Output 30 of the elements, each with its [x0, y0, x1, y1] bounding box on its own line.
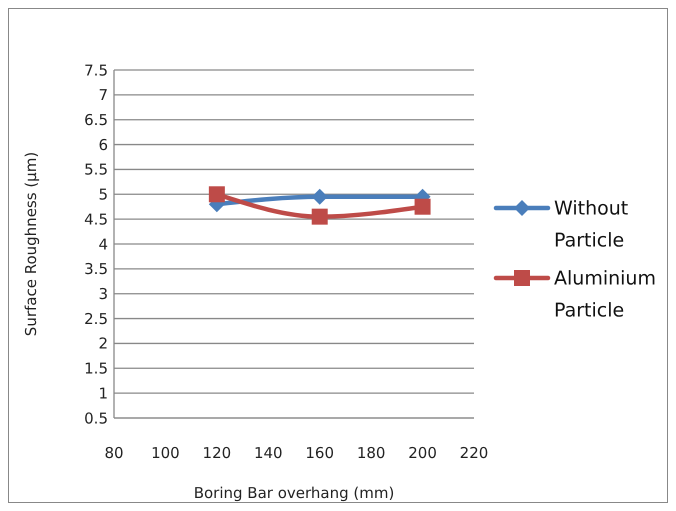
y-tick-label: 5 — [98, 186, 108, 204]
y-tick-label: 5.5 — [84, 160, 108, 179]
point — [312, 208, 328, 225]
y-tick-label: 7.5 — [84, 61, 108, 80]
y-tick-label: 1 — [98, 384, 108, 402]
y-tick-label: 6 — [98, 136, 108, 154]
y-tick-label: 2 — [98, 334, 108, 353]
x-tick-label: 120 — [202, 444, 232, 462]
y-axis-title: Surface Roughness (µm) — [22, 152, 40, 336]
point — [208, 186, 225, 202]
x-tick-label: 80 — [104, 444, 124, 462]
legend-label: Aluminium Particle — [554, 268, 656, 322]
y-tick-label: 3 — [98, 284, 108, 303]
x-tick-label: 160 — [305, 444, 334, 462]
x-tick-label: 140 — [254, 444, 283, 462]
y-tick-label: 1.5 — [84, 360, 108, 378]
y-tick-label: 2.5 — [84, 310, 108, 328]
x-tick-label: 220 — [460, 444, 488, 462]
x-tick-label: 180 — [356, 444, 386, 462]
x-tick-label: 100 — [151, 444, 180, 462]
y-tick-label: 6.5 — [84, 110, 108, 129]
x-tick-label: 200 — [408, 444, 437, 462]
legend-label: Without Particle — [554, 198, 628, 252]
y-tick-label: 0.5 — [84, 409, 108, 428]
y-tick-label: 4.5 — [84, 210, 108, 228]
point — [414, 198, 431, 215]
y-tick-label: 3.5 — [84, 260, 108, 278]
y-tick-label: 4 — [98, 235, 108, 254]
x-axis-title: Boring Bar overhang (mm) — [194, 484, 394, 502]
y-tick-label: 7 — [98, 86, 108, 104]
